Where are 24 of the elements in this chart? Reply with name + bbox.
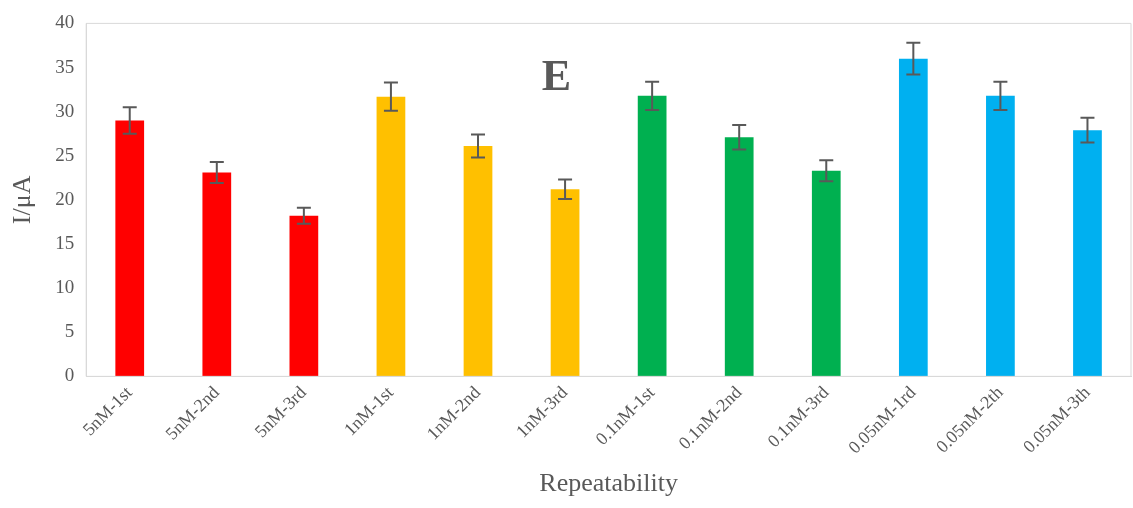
y-tick-label: 20 [55, 187, 75, 209]
y-axis-title: I/μA [7, 175, 37, 225]
y-tick-label: 25 [55, 143, 75, 165]
bar [1073, 130, 1102, 377]
y-tick-label: 35 [55, 55, 75, 77]
bar [811, 170, 841, 377]
y-tick-label: 0 [64, 364, 75, 386]
y-tick-label: 30 [55, 99, 75, 121]
bar [463, 146, 493, 377]
y-tick-label: 5 [64, 320, 75, 342]
bar [724, 137, 754, 377]
bar [986, 95, 1015, 377]
x-axis-title: Repeatability [539, 468, 678, 498]
bar [550, 189, 580, 377]
y-tick-label: 40 [55, 11, 75, 33]
annotation: E [541, 50, 572, 100]
bar [376, 96, 406, 377]
bar [898, 58, 928, 377]
bar [202, 172, 232, 377]
bar [637, 95, 667, 377]
y-tick-label: 15 [55, 231, 75, 253]
bar [289, 215, 319, 377]
y-tick-label: 10 [55, 276, 75, 298]
bar [115, 120, 145, 377]
